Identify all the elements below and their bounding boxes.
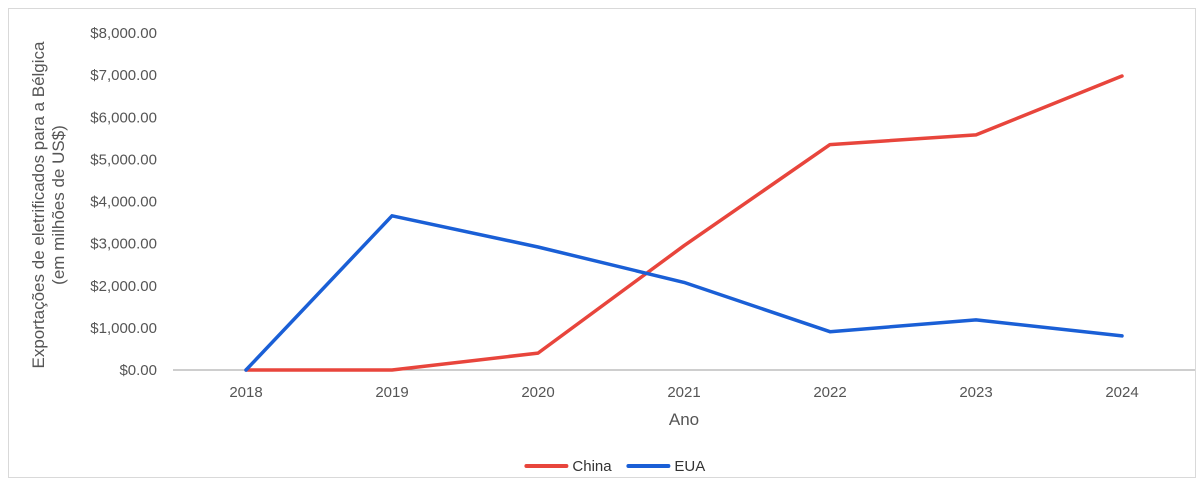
y-axis-title: Exportações de eletrificados para a Bélg… bbox=[29, 41, 68, 369]
y-tick-label: $0.00 bbox=[119, 362, 157, 379]
legend-label-china: China bbox=[572, 458, 612, 475]
y-tick-label: $8,000.00 bbox=[90, 25, 157, 42]
legend-label-eua: EUA bbox=[674, 458, 705, 475]
series-line-eua bbox=[244, 214, 1124, 372]
legend: China EUA bbox=[524, 458, 705, 475]
x-tick-label: 2020 bbox=[521, 384, 554, 401]
y-tick-label: $6,000.00 bbox=[90, 109, 157, 126]
series-line-china bbox=[244, 74, 1124, 372]
x-tick-label: 2021 bbox=[667, 384, 700, 401]
y-tick-label: $4,000.00 bbox=[90, 194, 157, 211]
y-axis-title-line-2: (em milhões de US$) bbox=[49, 125, 68, 285]
x-tick-label: 2022 bbox=[813, 384, 846, 401]
y-axis-title-line-1: Exportações de eletrificados para a Bélg… bbox=[29, 41, 48, 369]
y-tick-label: $3,000.00 bbox=[90, 236, 157, 253]
x-tick-label: 2024 bbox=[1105, 384, 1138, 401]
x-axis-ticks: 2018 2019 2020 2021 2022 2023 2024 bbox=[229, 384, 1138, 401]
x-tick-label: 2023 bbox=[959, 384, 992, 401]
y-axis-ticks: $0.00 $1,000.00 $2,000.00 $3,000.00 $4,000.0… bbox=[90, 25, 157, 379]
x-tick-label: 2019 bbox=[375, 384, 408, 401]
y-tick-label: $2,000.00 bbox=[90, 278, 157, 295]
x-tick-label: 2018 bbox=[229, 384, 262, 401]
y-tick-label: $7,000.00 bbox=[90, 67, 157, 84]
x-axis-title: Ano bbox=[669, 410, 699, 429]
y-tick-label: $1,000.00 bbox=[90, 320, 157, 337]
series-lines bbox=[244, 74, 1124, 372]
y-tick-label: $5,000.00 bbox=[90, 151, 157, 168]
chart-frame bbox=[8, 8, 1196, 478]
